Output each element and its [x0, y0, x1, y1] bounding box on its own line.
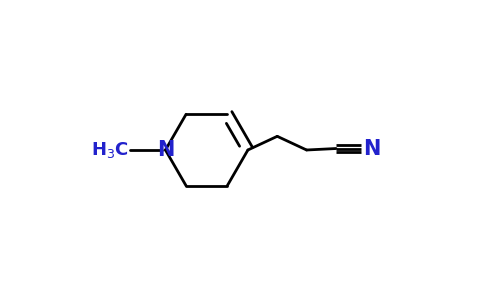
Text: H$_3$C: H$_3$C	[91, 140, 129, 160]
Text: N: N	[157, 140, 174, 160]
Text: N: N	[363, 139, 381, 158]
